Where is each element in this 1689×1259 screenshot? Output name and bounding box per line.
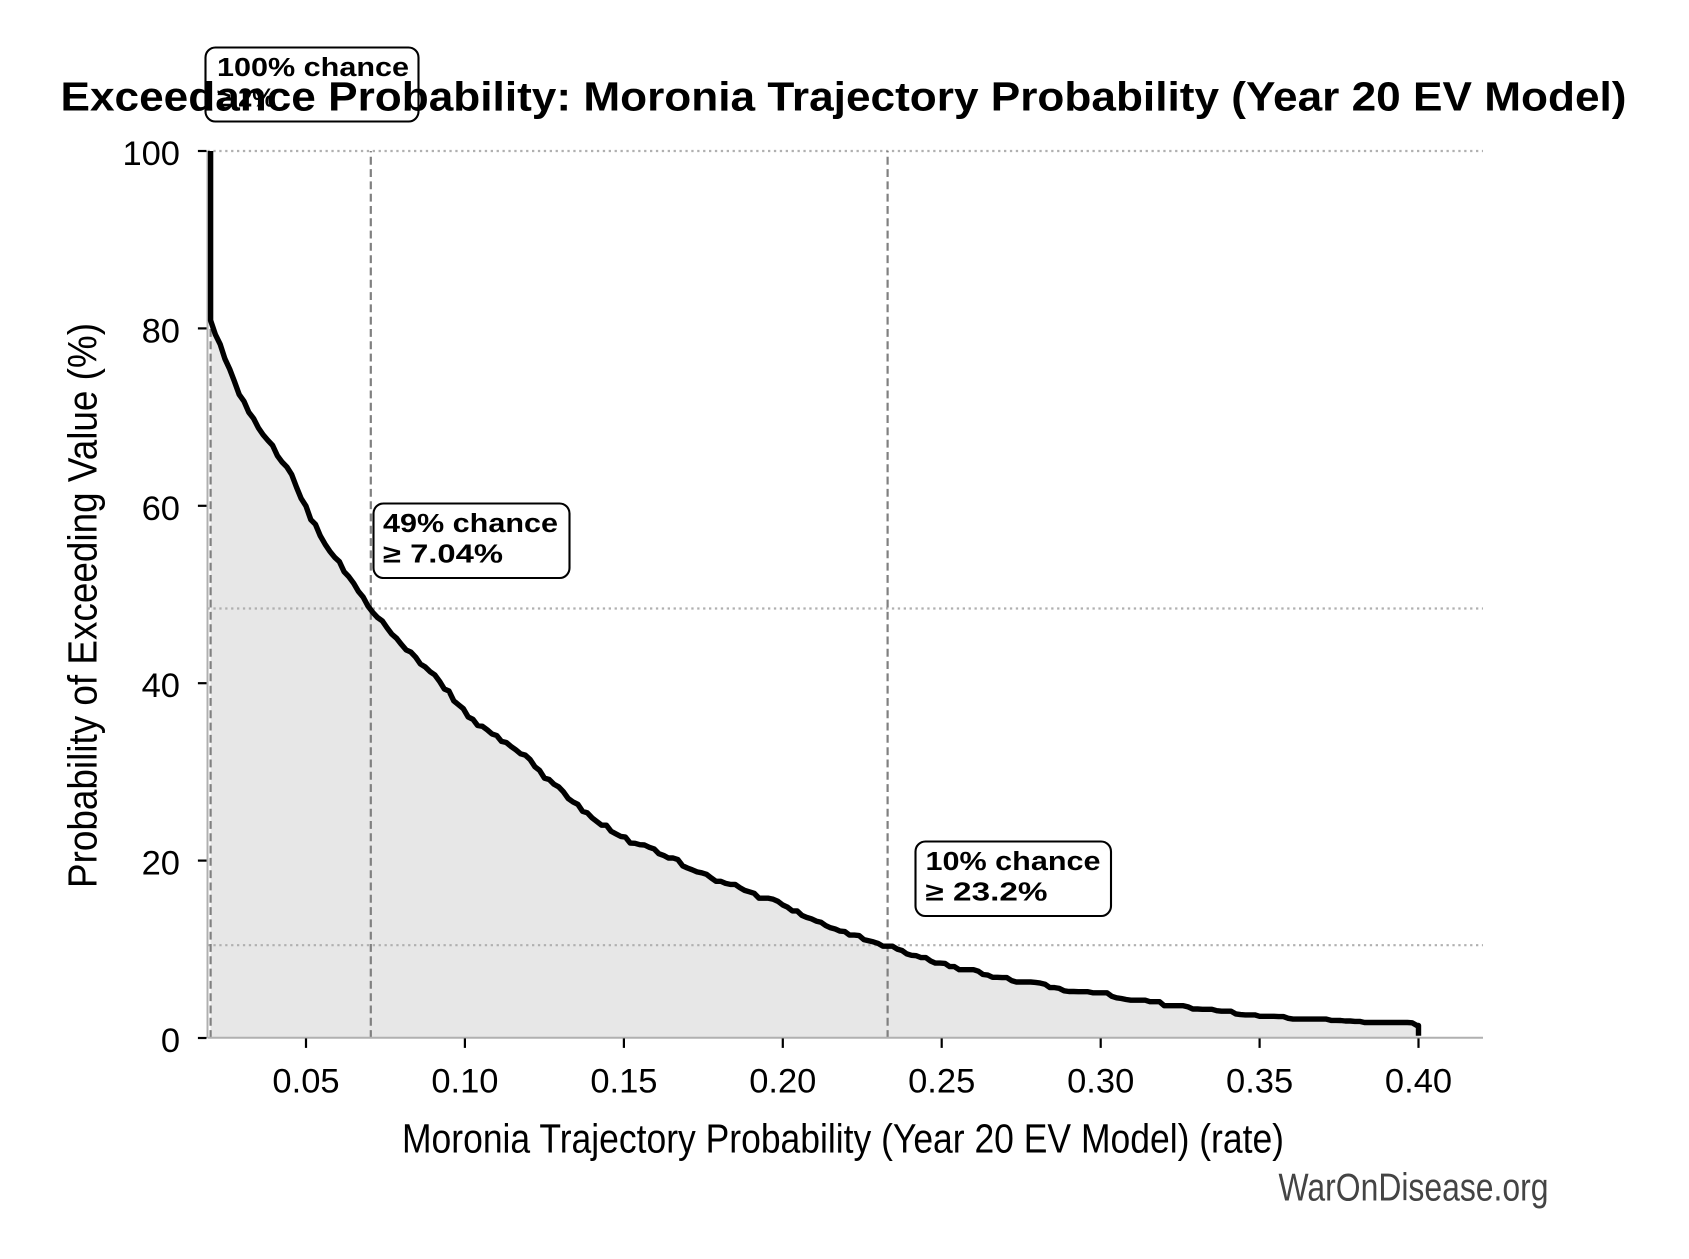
svg-text:10% chance: 10% chance	[926, 848, 1101, 876]
svg-text:≥ 7.04%: ≥ 7.04%	[383, 541, 503, 569]
svg-text:Moronia Trajectory Probability: Moronia Trajectory Probability (Year 20 …	[402, 1116, 1284, 1162]
svg-text:49% chance: 49% chance	[383, 510, 558, 538]
svg-text:≥ 2%: ≥ 2%	[217, 85, 275, 113]
svg-text:100% chance: 100% chance	[217, 54, 409, 82]
svg-text:0: 0	[161, 1022, 180, 1060]
svg-text:≥ 23.2%: ≥ 23.2%	[926, 879, 1048, 907]
svg-text:0.30: 0.30	[1067, 1063, 1134, 1101]
svg-text:0.05: 0.05	[272, 1063, 339, 1101]
svg-text:WarOnDisease.org: WarOnDisease.org	[1279, 1167, 1549, 1210]
svg-text:20: 20	[142, 845, 180, 883]
svg-text:Probability of Exceeding Value: Probability of Exceeding Value (%)	[60, 323, 106, 888]
svg-text:0.20: 0.20	[749, 1063, 816, 1101]
svg-text:0.10: 0.10	[431, 1063, 498, 1101]
svg-text:0.40: 0.40	[1385, 1063, 1452, 1101]
svg-text:Exceedance Probability: Moroni: Exceedance Probability: Moronia Trajecto…	[61, 74, 1627, 120]
svg-text:80: 80	[142, 312, 180, 350]
svg-text:40: 40	[142, 667, 180, 705]
svg-text:0.25: 0.25	[908, 1063, 975, 1101]
svg-text:0.15: 0.15	[590, 1063, 657, 1101]
svg-text:100: 100	[122, 135, 180, 173]
svg-text:60: 60	[142, 490, 180, 528]
svg-text:0.35: 0.35	[1226, 1063, 1293, 1101]
